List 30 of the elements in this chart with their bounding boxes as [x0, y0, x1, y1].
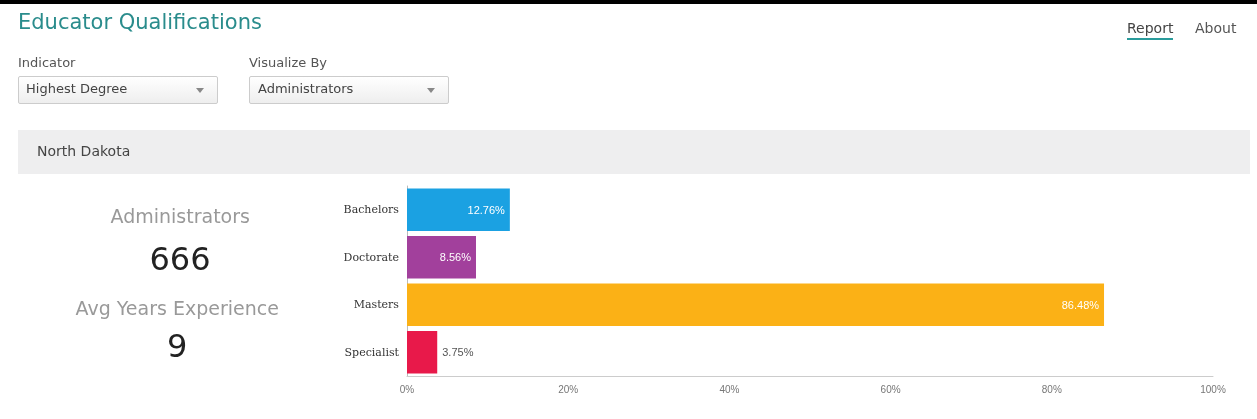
bar	[407, 236, 476, 279]
bar	[407, 188, 510, 231]
y-tick-label: Bachelors	[343, 203, 400, 217]
text: Highest Degree	[26, 81, 128, 96]
x-tick-label: 60%	[880, 383, 901, 395]
text: Avg Years Experience	[75, 297, 279, 319]
text: Administrators	[258, 81, 354, 96]
data-label: 3.75%	[442, 346, 474, 359]
bar	[407, 331, 438, 374]
text: 666	[149, 240, 211, 278]
y-tick-label: Masters	[353, 298, 400, 312]
text: North Dakota	[37, 143, 131, 159]
data-label: 8.56%	[439, 251, 472, 264]
bar	[407, 283, 1105, 326]
text: Report	[1127, 20, 1174, 40]
x-tick-label: 0%	[399, 383, 415, 395]
text: About	[1195, 20, 1237, 36]
text: Administrators	[110, 205, 250, 227]
x-tick-label: 100%	[1200, 383, 1226, 395]
x-tick-label: 40%	[719, 383, 740, 395]
y-tick-label: Specialist	[344, 345, 400, 359]
text: Indicator	[18, 55, 76, 70]
x-tick-label: 80%	[1041, 383, 1062, 395]
text: Visualize By	[249, 55, 327, 70]
text: Educator Qualifications	[18, 10, 262, 34]
data-label: 86.48%	[1061, 298, 1100, 311]
data-label: 12.76%	[467, 203, 506, 216]
text: 9	[167, 327, 188, 365]
y-tick-label: Doctorate	[343, 250, 399, 264]
x-tick-label: 20%	[558, 383, 579, 395]
